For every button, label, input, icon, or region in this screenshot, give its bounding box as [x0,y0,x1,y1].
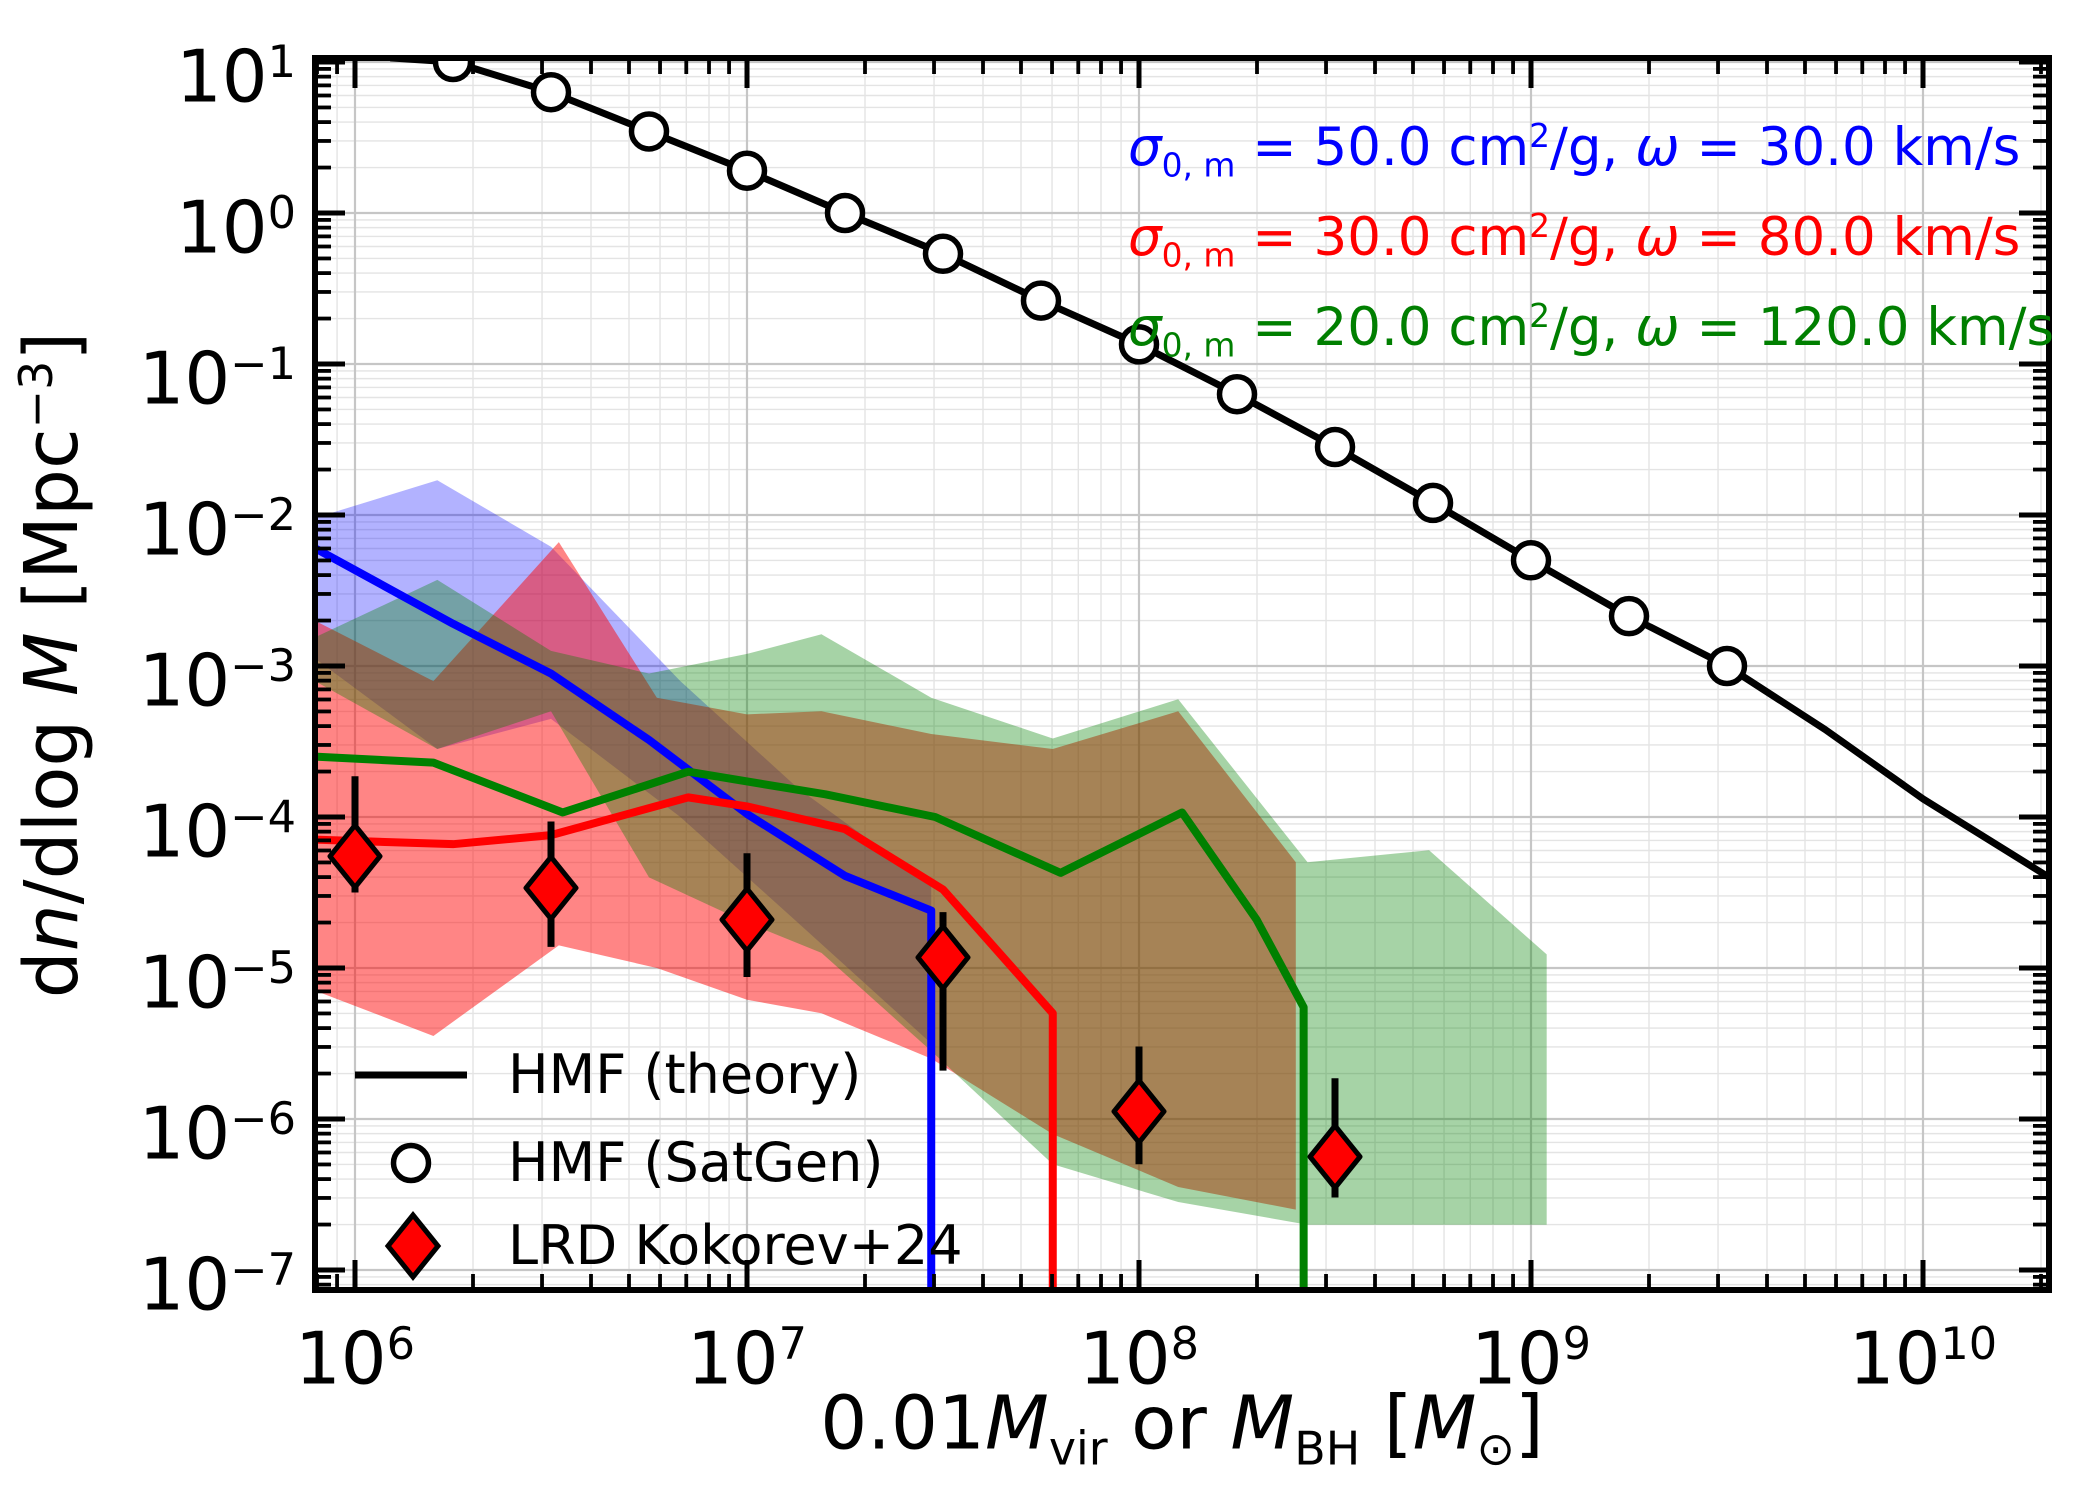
lrd-data-point [523,854,579,922]
y-tick-10e-6: 10−6 [138,1091,296,1176]
lrd-data-point [1111,1077,1167,1145]
hmf-satgen-point [1314,426,1356,468]
data-markers [327,58,1748,1198]
hmf-satgen-point [1412,482,1454,524]
sidm-band-sigma50-omega30 [315,480,932,1044]
sidm-band-sigma20-omega120 [315,579,1547,1225]
hmf-satgen-point [922,233,964,275]
lrd-data-point [1307,1123,1363,1191]
hmf-satgen-point [824,192,866,234]
legend-label-hmf-satgen: HMF (SatGen) [508,1131,884,1194]
y-tick-10e0: 100 [175,185,296,270]
hmf-satgen-point [1118,324,1160,365]
x-axis-label: 0.01Mvir or MBH [M⊙] [820,1380,1544,1476]
y-tick-10e1: 101 [175,34,296,119]
hmf-satgen-point [530,71,572,113]
y-tick-10e-3: 10−3 [138,638,296,723]
median-sigma20-omega120 [315,752,1308,1290]
hmf-satgen-point [1510,540,1552,581]
y-axis-label: dn/dlog M [Mpc−3] [8,331,96,999]
x-tick-10e10: 1010 [1848,1316,1998,1401]
lrd-data-point [719,886,775,954]
legend-label-hmf-theory: HMF (theory) [508,1043,862,1106]
parameter-line-0: σ0, m = 50.0 cm2/g, ω = 30.0 km/s [1128,116,2021,185]
lrd-data-point [327,822,383,890]
hmf-satgen-circle-marker [390,1142,432,1184]
hmf-theory-line-marker [355,1071,467,1079]
legend-item-lrd-kokorev: LRD Kokorev+24 [345,1211,1345,1281]
hmf-satgen-point [1608,595,1650,637]
parameter-line-2: σ0, m = 20.0 cm2/g, ω = 120.0 km/s [1128,296,2055,365]
legend-item-hmf-theory: HMF (theory) [345,1040,1345,1110]
legend-item-hmf-satgen: HMF (SatGen) [345,1128,1345,1198]
x-tick-10e7: 107 [686,1316,808,1401]
median-sigma30-omega80 [315,793,1057,1290]
hmf-satgen-point [1706,645,1748,687]
y-tick-10e-5: 10−5 [138,940,296,1025]
hmf-satgen-point [1020,280,1062,321]
hmf-satgen-point [1216,373,1258,415]
x-tick-10e6: 106 [294,1316,416,1401]
lrd-data-point [915,923,971,991]
y-tick-10e-2: 10−2 [138,487,296,572]
legend-label-lrd-kokorev: LRD Kokorev+24 [508,1214,963,1277]
y-tick-10e-7: 10−7 [138,1242,296,1327]
parameter-line-1: σ0, m = 30.0 cm2/g, ω = 80.0 km/s [1128,206,2021,275]
hmf-satgen-point [628,111,670,152]
axes-frame-and-ticks [312,55,2052,1293]
hmf-satgen-point [432,58,474,83]
x-tick-10e9: 109 [1470,1316,1592,1401]
y-tick-10e-4: 10−4 [138,789,296,874]
hmf-satgen-point [726,150,768,191]
x-tick-10e8: 108 [1078,1316,1200,1401]
lrd-diamond-marker [384,1211,442,1281]
y-tick-10e-1: 10−1 [138,336,296,421]
